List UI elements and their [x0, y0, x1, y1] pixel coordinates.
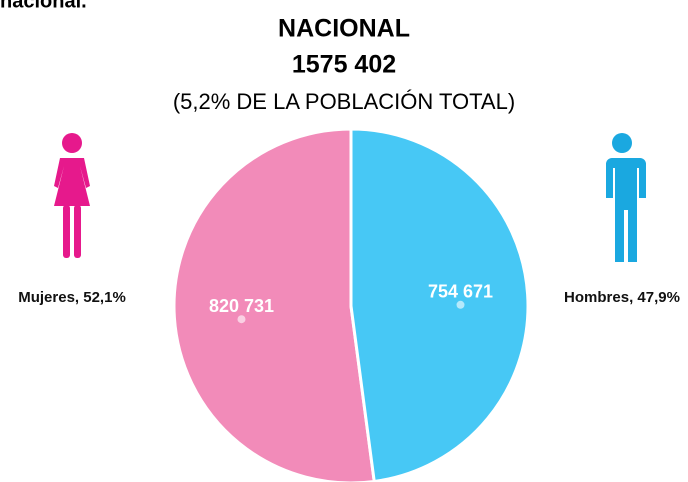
woman-icon [54, 133, 90, 258]
label-dot [237, 315, 246, 324]
pie-slice [172, 127, 376, 482]
chart-note: (5,2% DE LA POBLACIÓN TOTAL) [173, 89, 515, 114]
label-dot [456, 300, 465, 309]
category-label: Hombres, 47,9% [564, 289, 680, 306]
value-label: 820 731 [209, 296, 274, 316]
heading: nacional. [0, 0, 87, 12]
value-label: 754 671 [428, 282, 493, 302]
category-label: Mujeres, 52,1% [18, 289, 126, 306]
pie-slice [349, 127, 530, 482]
chart-title: NACIONAL [278, 15, 410, 43]
chart-subtitle: 1575 402 [292, 51, 396, 79]
man-icon [604, 133, 646, 262]
